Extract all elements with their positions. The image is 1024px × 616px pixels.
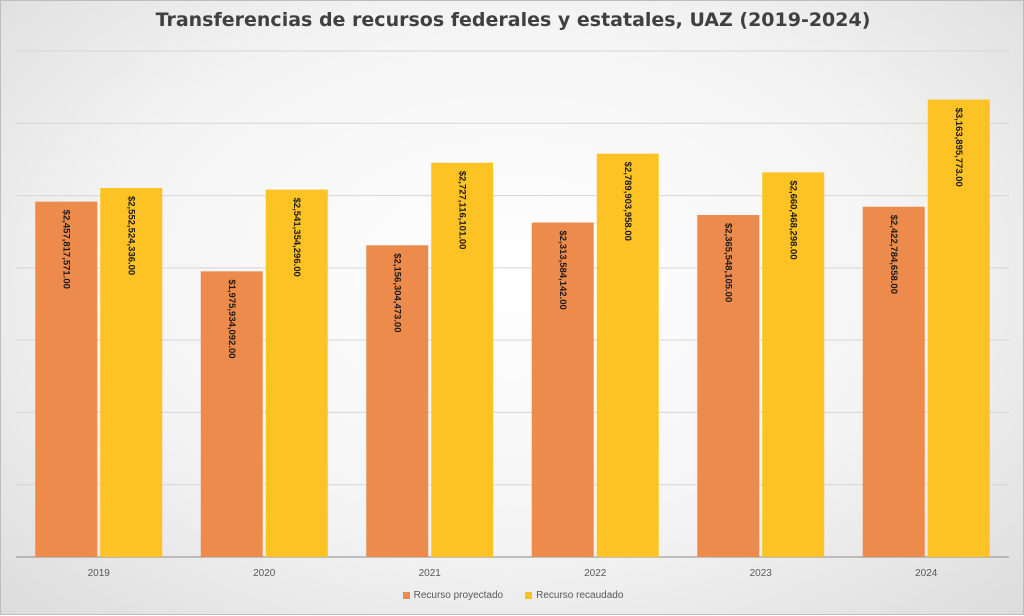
bar bbox=[762, 172, 825, 557]
data-label: $2,422,784,658.00 bbox=[888, 215, 899, 294]
bar bbox=[927, 99, 990, 557]
data-label: $2,313,584,142.00 bbox=[557, 231, 568, 310]
legend-label-proyectado: Recurso proyectado bbox=[413, 590, 504, 601]
legend-label-recaudado: Recurso recaudado bbox=[536, 590, 624, 601]
data-label: $2,552,524,336.00 bbox=[126, 196, 137, 275]
legend: Recurso proyectado Recurso recaudado bbox=[1, 590, 1024, 601]
bar bbox=[697, 215, 760, 557]
bar bbox=[431, 162, 494, 557]
bar bbox=[366, 245, 429, 557]
x-tick-label: 2024 bbox=[915, 568, 938, 579]
bar bbox=[35, 201, 98, 557]
legend-swatch-proyectado bbox=[402, 592, 410, 599]
bar bbox=[531, 222, 594, 557]
chart-title: Transferencias de recursos federales y e… bbox=[155, 9, 871, 31]
legend-item-proyectado: Recurso proyectado bbox=[402, 590, 504, 601]
data-label: $2,660,468,298.00 bbox=[788, 180, 799, 259]
x-tick-label: 2023 bbox=[750, 568, 773, 579]
data-label: $2,457,817,571.00 bbox=[61, 210, 72, 289]
bar bbox=[596, 153, 659, 557]
x-tick-label: 2020 bbox=[253, 568, 276, 579]
x-tick-label: 2021 bbox=[419, 568, 442, 579]
x-tick-label: 2022 bbox=[584, 568, 607, 579]
data-label: $3,163,895,773.00 bbox=[953, 108, 964, 187]
bar bbox=[265, 189, 328, 557]
bar bbox=[862, 206, 925, 557]
legend-item-recaudado: Recurso recaudado bbox=[525, 590, 623, 601]
legend-swatch-recaudado bbox=[525, 592, 533, 599]
data-label: $2,365,548,105.00 bbox=[723, 223, 734, 302]
data-label: $2,541,354,296.00 bbox=[291, 198, 302, 277]
bar bbox=[100, 187, 163, 557]
x-tick-label: 2019 bbox=[88, 568, 111, 579]
data-label: $2,789,903,958.00 bbox=[622, 162, 633, 241]
data-label: $1,975,934,092.00 bbox=[226, 279, 237, 358]
data-label: $2,727,116,101.00 bbox=[457, 171, 468, 250]
bar bbox=[200, 271, 263, 557]
data-label: $2,156,304,473.00 bbox=[392, 253, 403, 332]
